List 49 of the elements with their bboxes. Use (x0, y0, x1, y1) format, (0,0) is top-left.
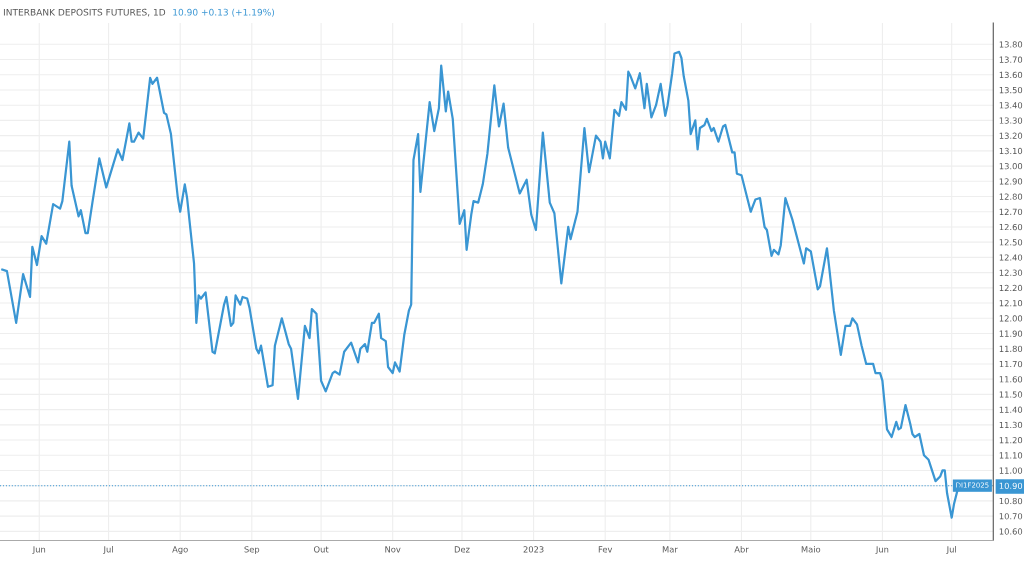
y-tick-label: 12.60 (999, 223, 1023, 231)
y-tick-label: 11.10 (999, 452, 1023, 459)
y-tick-label: 13.50 (999, 86, 1023, 94)
y-tick-label: 11.00 (999, 467, 1023, 474)
y-tick-label: 11.80 (999, 345, 1023, 353)
y-tick-label: 12.40 (999, 254, 1023, 261)
y-tick-label: 10.90 (999, 482, 1023, 489)
chart-subtitle: 10.90 +0.13 (+1.19%) (173, 8, 275, 17)
x-tick-label: Mar (662, 546, 678, 553)
y-tick-label: 13.10 (999, 147, 1023, 155)
y-tick-label: 13.70 (999, 56, 1023, 63)
x-tick-label: Jun (875, 546, 889, 555)
y-tick-label: 12.20 (999, 284, 1023, 292)
x-tick-label: Sep (244, 546, 260, 555)
y-tick-label: 13.80 (999, 41, 1023, 48)
y-tick-label: 12.30 (999, 269, 1023, 276)
y-tick-label: 12.00 (999, 315, 1023, 322)
x-tick-label: Dez (454, 546, 470, 553)
y-tick-label: 13.60 (999, 71, 1023, 79)
y-tick-label: 11.20 (999, 437, 1023, 444)
x-tick-label: Abr (734, 546, 749, 553)
y-tick-label: 11.70 (999, 360, 1023, 368)
y-tick-label: 12.10 (999, 300, 1023, 307)
y-tick-label: 13.00 (999, 163, 1023, 170)
y-tick-label: 13.40 (999, 102, 1023, 109)
y-tick-label: 10.60 (999, 528, 1023, 535)
y-tick-label: 10.70 (999, 513, 1023, 520)
x-tick-label: 2023 (523, 546, 544, 553)
y-tick-label: 12.80 (999, 193, 1023, 200)
y-tick-label: 11.90 (999, 330, 1023, 337)
x-tick-label: Jul (103, 546, 113, 555)
x-tick-label: Maio (801, 546, 821, 553)
chart-title: INTERBANK DEPOSITS FUTURES, 1D (3, 8, 166, 17)
y-tick-label: 11.30 (999, 421, 1023, 429)
x-tick-label: Jun (32, 546, 46, 555)
y-tick-label: 12.90 (999, 178, 1023, 185)
y-tick-label: 13.30 (999, 117, 1023, 124)
x-tick-label: Jul (946, 546, 956, 555)
y-tick-label: 11.60 (999, 376, 1023, 383)
x-tick-label: Nov (385, 546, 401, 553)
y-tick-label: 11.50 (999, 391, 1023, 398)
y-tick-label: 11.40 (999, 406, 1023, 413)
x-tick-label: Fev (598, 546, 613, 553)
x-tick-label: Out (314, 546, 329, 553)
y-tick-label: 13.20 (999, 132, 1023, 139)
x-tick-label: Ago (172, 546, 188, 555)
y-tick-label: 12.70 (999, 208, 1023, 216)
y-tick-label: 10.80 (999, 497, 1023, 505)
y-tick-label: 12.50 (999, 239, 1023, 246)
